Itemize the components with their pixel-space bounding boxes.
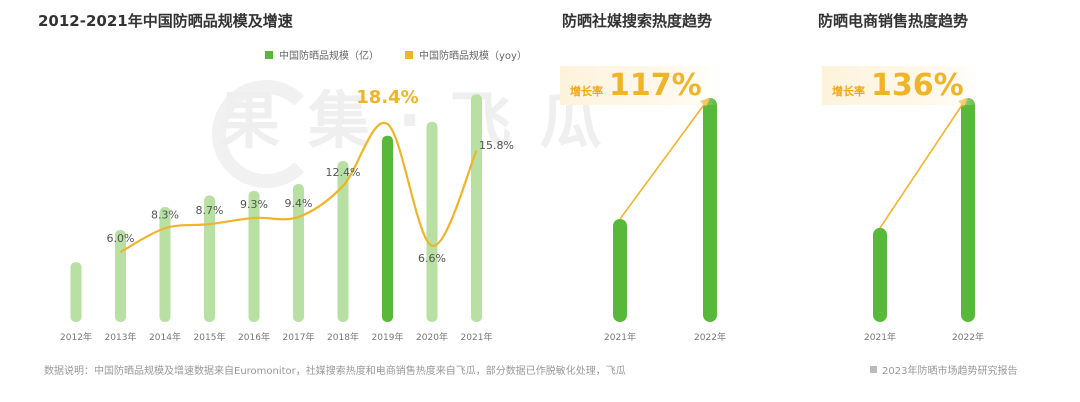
legend-line-label: 中国防晒品规模（yoy） (419, 51, 527, 62)
bar-2015年 (204, 195, 215, 322)
x-tick-label: 2016年 (238, 331, 270, 343)
yoy-label-2016年: 9.3% (240, 198, 268, 211)
social-bar-2022年 (703, 98, 717, 322)
legend-bar-label: 中国防晒品规模（亿） (279, 51, 379, 62)
social-chart-title: 防晒社媒搜索热度趋势 (562, 12, 713, 30)
source-bullet-icon (870, 366, 877, 373)
bar-2013年 (115, 230, 126, 322)
yoy-label-2014年: 8.3% (151, 208, 179, 221)
x-tick-label: 2013年 (105, 331, 137, 343)
bar-2021年 (471, 94, 482, 322)
yoy-label-2021年: 15.8% (479, 139, 514, 152)
ecommerce-x-tick: 2022年 (952, 331, 984, 343)
ecommerce-growth-value: 136% (871, 68, 964, 103)
yoy-label-2020年: 6.6% (418, 252, 446, 265)
x-tick-label: 2019年 (372, 331, 404, 343)
social-bar-2021年 (613, 218, 627, 322)
legend-swatch-line (405, 50, 413, 59)
x-tick-label: 2014年 (149, 331, 181, 343)
bar-2014年 (159, 207, 171, 322)
x-tick-label: 2018年 (327, 331, 359, 343)
yoy-label-2019年: 18.4% (356, 87, 418, 108)
x-tick-label: 2012年 (60, 331, 92, 343)
legend-item-line: 中国防晒品规模（yoy） (405, 47, 527, 62)
yoy-line (119, 121, 478, 253)
social-growth-label: 增长率 (570, 85, 603, 98)
ecommerce-bar-2021年 (873, 227, 887, 322)
x-tick-label: 2017年 (283, 331, 315, 343)
ecommerce-bar-2022年 (961, 98, 975, 322)
ecommerce-x-tick: 2021年 (864, 331, 896, 343)
bar-2016年 (248, 190, 260, 322)
main-chart-legend: 中国防晒品规模（亿） 中国防晒品规模（yoy） (265, 47, 527, 62)
source-note: 2023年防晒市场趋势研究报告 (870, 362, 1017, 377)
bar-2012年 (70, 262, 82, 322)
data-note: 数据说明：中国防晒品规模及增速数据来自Euromonitor，社媒搜索热度和电商… (44, 366, 626, 377)
social-x-tick: 2021年 (604, 331, 636, 343)
ecommerce-chart-title: 防晒电商销售热度趋势 (818, 12, 969, 30)
ecommerce-growth-label: 增长率 (832, 85, 865, 98)
x-tick-label: 2015年 (194, 331, 226, 343)
social-growth-value: 117% (609, 68, 702, 103)
x-tick-label: 2021年 (461, 331, 493, 343)
social-trend-line (619, 101, 707, 220)
legend-swatch-bar (265, 50, 273, 59)
watermark-text: 果集·飞瓜 (218, 84, 630, 157)
social-growth-box: 增长率 117% (560, 66, 718, 105)
social-x-tick: 2022年 (694, 331, 726, 343)
main-chart-title: 2012-2021年中国防晒品规模及增速 (38, 12, 293, 30)
yoy-label-2015年: 8.7% (196, 204, 224, 217)
bar-2019年 (382, 135, 393, 322)
bar-2018年 (337, 161, 349, 322)
yoy-label-2017年: 9.4% (285, 197, 313, 210)
yoy-label-2013年: 6.0% (107, 232, 135, 245)
ecommerce-trend-line (879, 101, 965, 229)
source-text: 2023年防晒市场趋势研究报告 (882, 366, 1018, 377)
bar-2020年 (426, 121, 438, 323)
ecommerce-growth-box: 增长率 136% (822, 66, 980, 105)
legend-item-bar: 中国防晒品规模（亿） (265, 47, 379, 62)
x-tick-label: 2020年 (416, 331, 448, 343)
yoy-label-2018年: 12.4% (326, 166, 361, 179)
